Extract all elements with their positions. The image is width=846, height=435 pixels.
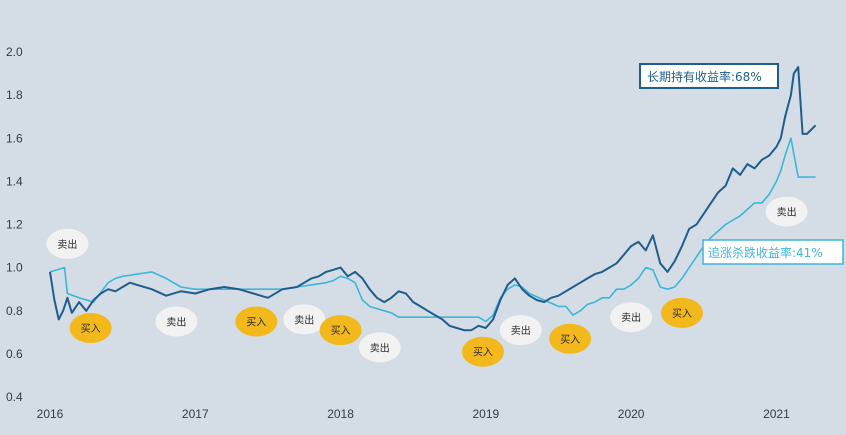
buy-label: 买入: [246, 317, 266, 329]
buy-marker: 买入: [69, 313, 112, 343]
y-tick-label: 1.2: [6, 218, 23, 232]
sell-bubble: [610, 302, 653, 333]
buy-label: 买入: [473, 347, 493, 359]
sell-label: 卖出: [621, 311, 641, 324]
buy-bubble: [549, 323, 592, 354]
sell-label: 卖出: [57, 238, 77, 251]
x-tick-label: 2018: [327, 407, 354, 421]
series-line-hold: [49, 66, 817, 332]
x-axis-ticks: 2016 2017 2018 2019 2020 2021: [37, 407, 790, 421]
y-tick-label: 1.8: [6, 88, 23, 102]
sell-bubble: [499, 315, 542, 346]
sell-marker: 卖出: [499, 315, 542, 346]
hold-annotation: 长期持有收益率:68%: [639, 63, 779, 89]
chase-annotation-box: [702, 239, 844, 265]
buy-bubble: [319, 315, 362, 346]
buy-marker: 买入: [660, 297, 703, 328]
y-tick-label: 2.0: [6, 45, 23, 59]
x-tick-label: 2019: [472, 407, 499, 421]
sell-bubble: [46, 228, 89, 259]
buy-label: 买入: [81, 323, 101, 335]
sell-label: 卖出: [511, 324, 531, 337]
buy-bubble: [660, 297, 703, 328]
buy-label: 买入: [672, 308, 692, 320]
buy-label: 买入: [560, 334, 580, 346]
y-axis-ticks: 0.4 0.6 0.8 1.0 1.2 1.4 1.6 1.8 2.0: [6, 45, 23, 404]
x-tick-label: 2021: [763, 407, 790, 421]
y-tick-label: 1.0: [6, 261, 23, 275]
buy-label: 买入: [331, 325, 351, 337]
sell-marker: 卖出: [610, 302, 653, 333]
buy-marker: 买入: [319, 315, 362, 346]
sell-bubble: [765, 196, 808, 227]
buy-marker: 买入: [235, 306, 278, 337]
hold-annotation-text: 长期持有收益率:68%: [647, 69, 762, 84]
y-tick-label: 0.8: [6, 304, 23, 318]
y-tick-label: 1.4: [6, 174, 23, 188]
sell-marker: 卖出: [46, 228, 89, 259]
sell-label: 卖出: [166, 316, 186, 329]
buy-bubble: [461, 336, 504, 367]
y-tick-label: 0.6: [6, 347, 23, 361]
x-tick-label: 2016: [37, 407, 64, 421]
sell-marker: 卖出: [358, 332, 401, 363]
y-tick-label: 0.4: [6, 390, 23, 404]
sell-marker: 卖出: [155, 306, 198, 337]
y-tick-label: 1.6: [6, 131, 23, 145]
sell-label: 卖出: [777, 206, 797, 219]
sell-label: 卖出: [370, 341, 390, 354]
sell-bubble: [155, 306, 198, 337]
chase-annotation: 追涨杀跌收益率:41%: [702, 239, 844, 265]
series-lines: [49, 66, 817, 332]
sell-label: 卖出: [294, 313, 314, 326]
hold-annotation-box: [639, 63, 779, 89]
buy-marker: 买入: [549, 323, 592, 354]
x-tick-label: 2017: [182, 407, 209, 421]
series-line-chase: [49, 137, 816, 323]
sell-bubble: [358, 332, 401, 363]
buy-bubble: [69, 313, 112, 343]
buy-bubble: [235, 306, 278, 337]
sell-bubble: [283, 304, 326, 335]
sell-marker: 卖出: [283, 304, 326, 335]
buy-marker: 买入: [461, 336, 504, 367]
x-tick-label: 2020: [618, 407, 645, 421]
sell-marker: 卖出: [765, 196, 808, 227]
chase-annotation-text: 追涨杀跌收益率:41%: [708, 245, 823, 260]
